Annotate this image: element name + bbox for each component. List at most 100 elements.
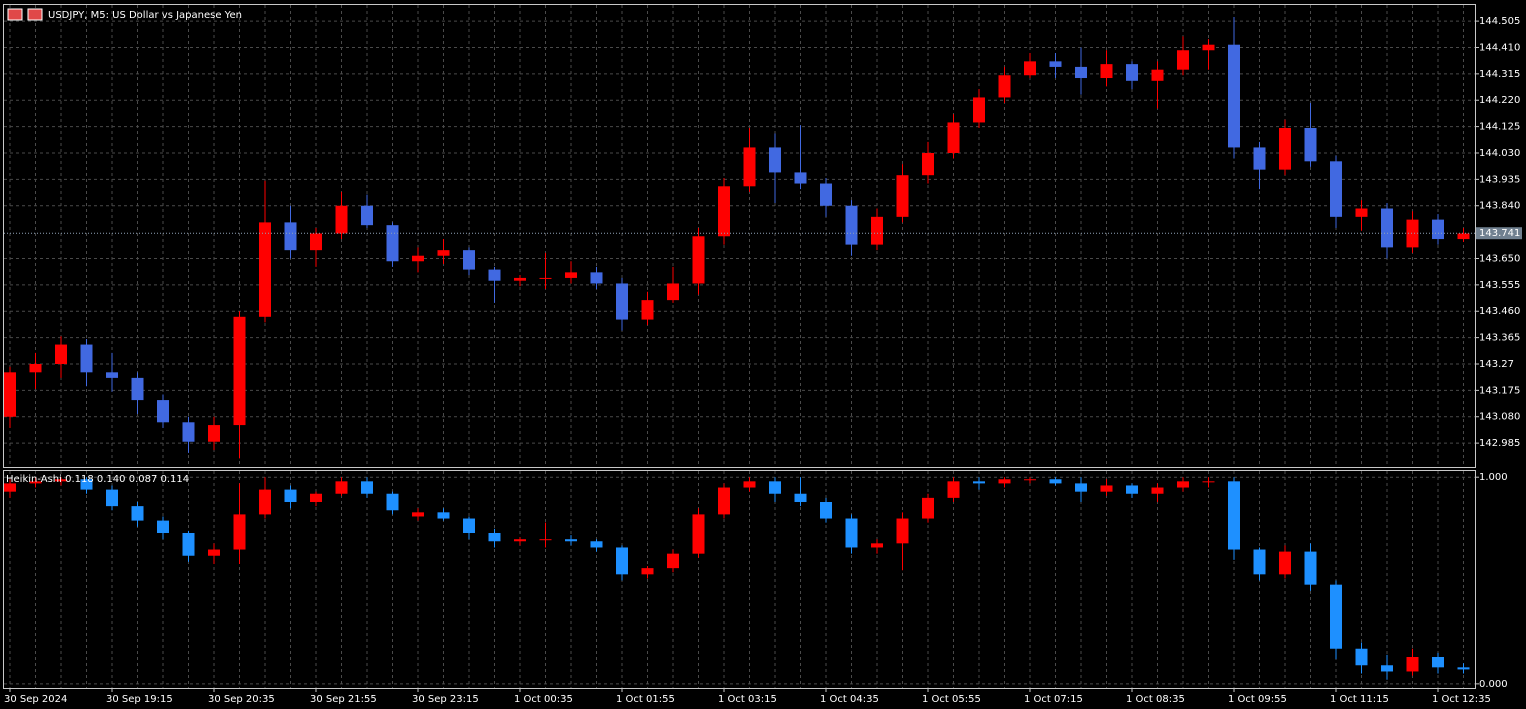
candle-body [820,502,832,519]
y-tick-label: 143.080 [1479,412,1520,423]
candle-body [259,489,271,515]
current-price-box [1476,227,1522,240]
candle-body [998,75,1011,98]
candle-body [947,481,960,498]
candle-body [1253,549,1266,575]
candle-body [1100,64,1113,79]
candle-body [1381,208,1393,248]
y-tick-label: 143.365 [1479,333,1520,344]
candle-body [998,479,1011,484]
candle-body [488,533,501,542]
candle-body [641,300,654,320]
x-tick-label: 30 Sep 20:35 [208,694,275,705]
candle-body [463,518,475,533]
candle-body [641,568,654,575]
current-price-label: 143.741 [1479,228,1520,239]
y-tick-label: 143.555 [1479,280,1520,291]
candle-body [871,216,883,245]
x-tick-label: 1 Oct 03:15 [718,694,777,705]
candle-body [769,147,781,173]
x-tick-label: 30 Sep 19:15 [106,694,173,705]
candle-body [1355,208,1368,217]
indicator-title: Heikin-Ashi 0.118 0.140 0.087 0.114 [6,474,189,485]
candle-body [794,493,807,502]
x-tick-label: 30 Sep 2024 [4,694,67,705]
y-tick-label: 144.125 [1479,122,1520,133]
candle-body [692,236,705,284]
candle-body [1049,61,1062,67]
candle-body [845,205,858,245]
candle-body [1432,657,1444,668]
candle-body [157,520,169,533]
candle-body [106,372,118,378]
candle-body [1330,161,1342,217]
candle-body [1457,667,1470,670]
candle-body [55,344,67,364]
candle-body [1151,487,1164,494]
candle-body [565,539,577,542]
candle-body [1228,481,1240,550]
candle-body [1406,219,1419,248]
candle-body [1406,657,1419,672]
candle-body [1228,44,1240,148]
candle-body [539,539,552,541]
candle-body [1330,584,1342,649]
y-tick-label: 143.650 [1479,253,1520,264]
symbol-icons [7,8,43,21]
candle-body [233,316,246,426]
candle-body [310,493,322,502]
candle-body [1075,66,1087,79]
candle-body [1075,483,1087,492]
candle-body [437,250,450,256]
candle-body [259,222,271,317]
y-tick-label: 144.505 [1479,16,1520,27]
candle-body [157,400,169,423]
candle-body [412,255,424,262]
candle-body [4,483,16,492]
y-tick-label: 143.935 [1479,174,1520,185]
candle-body [922,497,934,519]
candle-body [29,481,42,484]
candle-body [1304,551,1317,585]
y-tick-label: 142.985 [1479,438,1520,449]
x-tick-label: 1 Oct 01:55 [616,694,675,705]
candle-body [131,506,144,521]
candles [4,16,1470,459]
candle-body [1202,44,1215,51]
candle-body [871,543,883,548]
candle-body [616,547,628,575]
candle-body [896,175,909,217]
x-tick-label: 1 Oct 04:35 [820,694,879,705]
candle-body [1457,233,1470,240]
candle-body [1177,50,1189,70]
candle-body [1151,69,1164,81]
candle-body [233,514,246,550]
candle-body [361,481,373,494]
y-tick-label: 1.000 [1479,472,1508,483]
candle-body [284,489,297,502]
candle-body [1432,219,1444,240]
candle-body [820,183,832,206]
candle-body [29,363,42,373]
x-tick-label: 1 Oct 05:55 [922,694,981,705]
candle-body [590,272,603,284]
y-tick-label: 144.410 [1479,42,1520,53]
main-pane-frame [3,4,1476,468]
candle-body [616,283,628,320]
candle-body [973,97,985,123]
x-tick-label: 1 Oct 11:15 [1330,694,1389,705]
candle-body [565,272,577,278]
candle-body [208,425,220,442]
y-tick-label: 0.000 [1479,679,1508,690]
candle-body [692,514,705,554]
candle-body [1279,551,1291,575]
candle-body [743,481,756,488]
x-tick-label: 1 Oct 09:55 [1228,694,1287,705]
candle-body [55,479,67,482]
candle-body [1304,127,1317,162]
candle-body [1253,147,1266,170]
candle-body [718,487,730,515]
candle-body [1355,648,1368,666]
candle-body [1100,485,1113,492]
